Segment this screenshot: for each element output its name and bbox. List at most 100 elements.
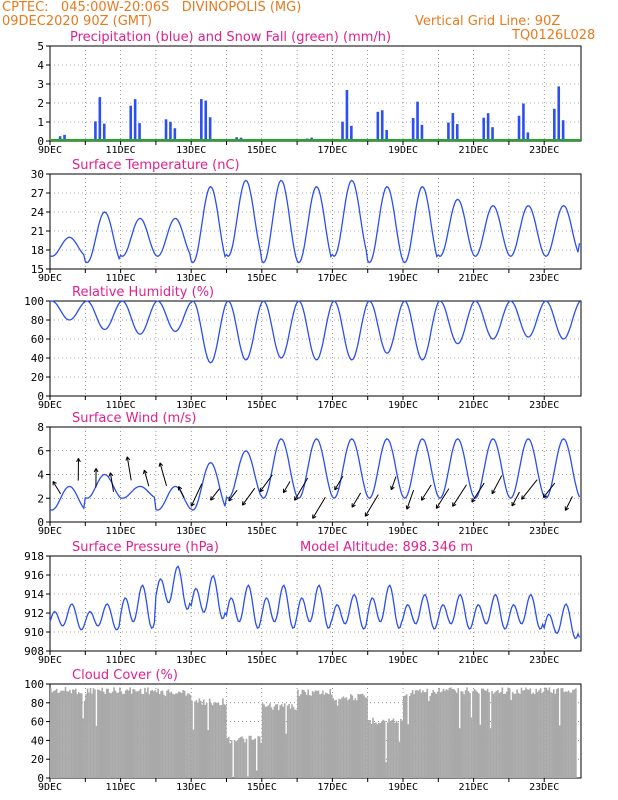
cloud-bar [466, 687, 468, 778]
cloud-bar [373, 723, 376, 778]
header-grid-note: Vertical Grid Line: 90Z [415, 14, 561, 29]
cloud-bar [239, 737, 242, 778]
cloud-bar [292, 706, 295, 778]
cloud-bar [319, 694, 321, 778]
x-tick-label: 11DEC [106, 526, 136, 537]
wind-arrow-head [190, 503, 195, 507]
wind-arrow [228, 489, 238, 502]
cloud-bar [179, 692, 182, 778]
cloud-bar [308, 695, 311, 778]
cloud-bar [357, 693, 360, 778]
cloud-bar [550, 692, 552, 778]
cloud-bar [355, 700, 358, 778]
y-tick-label: 21 [31, 225, 44, 238]
y-tick-label: 0 [37, 516, 44, 529]
precip-bar [169, 121, 172, 141]
cloud-bar [332, 698, 334, 778]
y-tick-label: 80 [31, 697, 44, 710]
x-tick-label: 21DEC [459, 655, 489, 666]
cloud-bar [376, 724, 379, 778]
cloud-bar [154, 690, 157, 778]
precip-bar [164, 119, 168, 141]
cloud-bar [86, 688, 89, 778]
cloud-bar [405, 694, 408, 778]
cloud-bar [350, 694, 352, 778]
cloud-bar [517, 692, 520, 778]
y-tick-label: 5 [37, 40, 44, 53]
cloud-bar [289, 708, 292, 778]
wind-arrow [511, 491, 520, 507]
cloud-bar [439, 692, 442, 778]
cloud-bar [77, 692, 80, 778]
cloud-bar [311, 691, 314, 778]
cloud-bar [341, 697, 343, 778]
cloud-bar [158, 694, 161, 778]
y-tick-label: 916 [24, 569, 44, 582]
cloud-bar [91, 693, 93, 778]
cloud-bar [167, 689, 170, 778]
cloud-bar [419, 689, 421, 778]
cloud-bar [417, 690, 420, 778]
cloud-bar [400, 718, 402, 778]
y-tick-label: 0 [37, 772, 44, 785]
y-tick-label: 20 [31, 371, 44, 384]
precip-bar [553, 108, 556, 141]
precip-bar [526, 132, 530, 141]
cloud-bar [398, 741, 401, 778]
y-tick-label: 15 [31, 263, 44, 276]
cloud-bar [207, 730, 209, 778]
cloud-bar [575, 688, 577, 778]
cloud-bar [333, 700, 336, 778]
cloud-bar [273, 706, 276, 778]
wind-arrow-head [421, 497, 426, 501]
cloud-bar [428, 701, 430, 778]
cloud-bar [554, 693, 557, 778]
panel-annotation: Model Altitude: 898.346 m [300, 540, 473, 555]
precip-bar [416, 101, 419, 141]
wind-arrow [312, 496, 326, 519]
cloud-bar [339, 699, 342, 778]
cloud-bar [130, 693, 133, 778]
cloud-bar [132, 689, 134, 778]
wind-arrow-head [521, 497, 526, 500]
cloud-bar [135, 691, 137, 778]
cloud-bar [294, 709, 296, 778]
precip-bar [451, 113, 455, 141]
x-tick-label: 9DEC [38, 655, 62, 666]
cloud-bar [185, 695, 187, 778]
cloud-bar [479, 724, 482, 778]
wind-arrow [294, 477, 309, 501]
cloud-bar [233, 740, 236, 778]
cloud-bar [423, 692, 426, 778]
y-tick-label: 4 [37, 469, 44, 482]
cloud-bar [83, 700, 86, 778]
cloud-bar [95, 725, 98, 778]
cloud-bar [467, 691, 470, 778]
cloud-bar [151, 689, 154, 778]
cloud-bar [488, 692, 490, 778]
cloud-bar [460, 691, 462, 778]
x-tick-label: 13DEC [176, 655, 206, 666]
cloud-bar [511, 692, 514, 778]
cloud-bar [57, 693, 59, 778]
cloud-bar [152, 691, 155, 778]
cloud-bar [523, 690, 526, 778]
cloud-bar [491, 691, 493, 778]
cloud-bar [327, 694, 330, 778]
cloud-bar [382, 719, 385, 778]
wind-arrow [421, 484, 432, 501]
x-tick-label: 11DEC [106, 400, 136, 411]
cloud-bar [227, 736, 230, 778]
wind-arrow [109, 472, 115, 492]
wind-arrow-head [210, 498, 215, 501]
cloud-bar [420, 692, 423, 778]
cloud-bar [166, 690, 168, 778]
cloud-bar [225, 704, 227, 778]
cloud-bar [363, 695, 365, 778]
x-tick-label: 15DEC [247, 145, 277, 156]
wind-arrow-head [542, 493, 545, 498]
precip-bar [204, 100, 208, 141]
cloud-bar [567, 690, 570, 778]
cloud-bar [180, 693, 183, 778]
cloud-bar [125, 690, 127, 778]
